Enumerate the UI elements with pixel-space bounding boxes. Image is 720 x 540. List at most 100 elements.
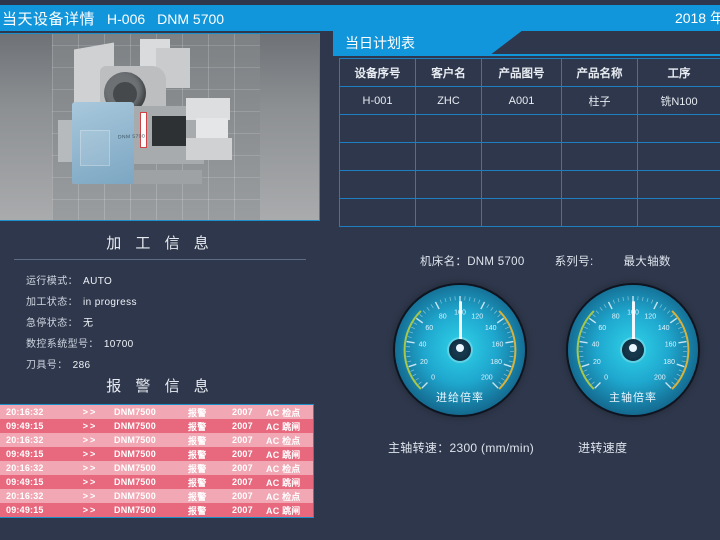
alarm-time: 20:16:32 bbox=[6, 463, 44, 473]
alarm-source: DNM7500 bbox=[114, 421, 156, 431]
alarm-arrow: >> bbox=[82, 505, 98, 515]
page-title: 当天设备详情 bbox=[2, 10, 96, 28]
top-bar-left: 当天设备详情 H-006 DNM 5700 bbox=[2, 8, 224, 29]
alarm-type: 报警 bbox=[188, 435, 207, 446]
alarm-source: DNM7500 bbox=[114, 505, 156, 515]
table-cell bbox=[561, 142, 638, 171]
processing-row: 刀具号： 286 bbox=[0, 353, 320, 374]
alarm-info-panel: 报 警 信 息 20:16:32 >> DNM7500 报警 2007 AC 检点 09:4… bbox=[0, 373, 320, 518]
svg-text:140: 140 bbox=[658, 325, 670, 332]
table-cell: A001 bbox=[481, 86, 562, 115]
gauge-hub bbox=[622, 339, 644, 361]
alarm-code: 2007 bbox=[232, 477, 253, 487]
svg-text:20: 20 bbox=[420, 359, 428, 366]
machine-right-arm bbox=[186, 98, 230, 120]
alarm-message: AC 跳闸 bbox=[266, 477, 301, 488]
alarm-row[interactable]: 20:16:32 >> DNM7500 报警 2007 AC 检点 bbox=[0, 461, 313, 475]
alarm-arrow: >> bbox=[82, 407, 98, 417]
table-row[interactable] bbox=[339, 170, 720, 199]
alarm-type: 报警 bbox=[188, 421, 207, 432]
table-cell bbox=[339, 198, 416, 227]
table-cell bbox=[637, 114, 720, 143]
svg-text:0: 0 bbox=[604, 374, 608, 381]
machine-render-image: DNM 5700 bbox=[0, 33, 320, 221]
processing-value: 无 bbox=[83, 318, 94, 329]
alarm-code: 2007 bbox=[232, 407, 253, 417]
table-row[interactable] bbox=[339, 114, 720, 143]
alarm-row[interactable]: 09:49:15 >> DNM7500 报警 2007 AC 跳闸 bbox=[0, 419, 313, 433]
alarm-row[interactable]: 20:16:32 >> DNM7500 报警 2007 AC 检点 bbox=[0, 489, 313, 503]
svg-text:200: 200 bbox=[654, 374, 666, 381]
processing-divider bbox=[14, 259, 306, 260]
alarm-time: 20:16:32 bbox=[6, 435, 44, 445]
table-cell bbox=[561, 114, 638, 143]
table-cell bbox=[481, 114, 562, 143]
table-cell bbox=[637, 170, 720, 199]
table-cell: H-001 bbox=[339, 86, 416, 115]
table-row[interactable] bbox=[339, 142, 720, 171]
table-cell bbox=[339, 142, 416, 171]
machine-door-panel bbox=[80, 130, 110, 166]
device-model: DNM 5700 bbox=[157, 10, 225, 27]
gauge-needle bbox=[631, 301, 635, 353]
alarm-source: DNM7500 bbox=[114, 463, 156, 473]
table-cell bbox=[637, 142, 720, 171]
svg-text:60: 60 bbox=[598, 325, 606, 332]
alarm-list[interactable]: 20:16:32 >> DNM7500 报警 2007 AC 检点 09:49:15 >> DN… bbox=[0, 404, 314, 518]
alarm-message: AC 跳闸 bbox=[266, 449, 301, 460]
table-cell bbox=[415, 114, 482, 143]
alarm-message: AC 检点 bbox=[266, 435, 301, 446]
left-column: DNM 5700 加 工 信 息 运行模式： AUTO 加工状态： in progr… bbox=[0, 33, 320, 518]
machine-meta-row: 机床名：DNM 5700 系列号: 最大轴数 bbox=[330, 227, 720, 269]
alarm-time: 09:49:15 bbox=[6, 477, 44, 487]
machine-serial-label: 系列号: bbox=[554, 256, 594, 268]
processing-label: 加工状态： bbox=[26, 297, 78, 308]
svg-text:80: 80 bbox=[439, 314, 447, 321]
alarm-type: 报警 bbox=[188, 477, 207, 488]
alarm-row[interactable]: 09:49:15 >> DNM7500 报警 2007 AC 跳闸 bbox=[0, 503, 313, 517]
table-cell: 铣N100 bbox=[637, 86, 720, 115]
processing-label: 急停状态： bbox=[26, 318, 78, 329]
feed-override-gauge[interactable]: 020406080100120140160180200 进给倍率 bbox=[395, 285, 525, 415]
alarm-time: 20:16:32 bbox=[6, 491, 44, 501]
processing-info-title: 加 工 信 息 bbox=[106, 235, 214, 252]
table-cell bbox=[481, 198, 562, 227]
alarm-row[interactable]: 09:49:15 >> DNM7500 报警 2007 AC 跳闸 bbox=[0, 475, 313, 489]
daily-plan-table: 设备序号 客户名 产品图号 产品名称 工序 H-001 ZHC A001 柱子 铣N100 bbox=[339, 58, 720, 227]
table-row[interactable]: H-001 ZHC A001 柱子 铣N100 bbox=[339, 86, 720, 115]
machine-window bbox=[152, 116, 186, 146]
table-cell: ZHC bbox=[415, 86, 482, 115]
processing-row: 数控系统型号： 10700 bbox=[0, 332, 320, 353]
alarm-message: AC 检点 bbox=[266, 463, 301, 474]
alarm-source: DNM7500 bbox=[114, 477, 156, 487]
alarm-arrow: >> bbox=[82, 421, 98, 431]
processing-info-panel: 加 工 信 息 运行模式： AUTO 加工状态： in progress 急停状态：… bbox=[0, 221, 320, 373]
table-cell bbox=[481, 170, 562, 199]
processing-value: in progress bbox=[83, 297, 137, 308]
alarm-code: 2007 bbox=[232, 505, 253, 515]
machine-axis-label: 最大轴数 bbox=[623, 256, 671, 268]
machine-door-label: DNM 5700 bbox=[117, 133, 146, 141]
processing-value: AUTO bbox=[83, 276, 113, 287]
alarm-row[interactable]: 20:16:32 >> DNM7500 报警 2007 AC 检点 bbox=[0, 405, 313, 419]
alarm-arrow: >> bbox=[82, 477, 98, 487]
machine-door bbox=[72, 102, 134, 184]
tab-daily-plan[interactable]: 当日计划表 bbox=[333, 30, 523, 56]
machine-right-lower bbox=[186, 138, 232, 160]
svg-text:40: 40 bbox=[592, 342, 600, 349]
alarm-code: 2007 bbox=[232, 449, 253, 459]
alarm-row[interactable]: 09:49:15 >> DNM7500 报警 2007 AC 跳闸 bbox=[0, 447, 313, 461]
alarm-message: AC 跳闸 bbox=[266, 505, 301, 516]
svg-text:180: 180 bbox=[490, 359, 502, 366]
table-cell bbox=[481, 142, 562, 171]
date-label: 2018 年 bbox=[674, 10, 720, 26]
table-row[interactable] bbox=[339, 198, 720, 227]
svg-text:200: 200 bbox=[481, 374, 493, 381]
processing-row: 运行模式： AUTO bbox=[0, 269, 320, 290]
processing-rows: 运行模式： AUTO 加工状态： in progress 急停状态： 无 数控系统型号… bbox=[0, 269, 320, 374]
spindle-override-gauge[interactable]: 020406080100120140160180200 主轴倍率 bbox=[568, 285, 698, 415]
gauge-needle bbox=[458, 301, 462, 353]
spindle-speed-value: 主轴转速：2300 (mm/min) bbox=[388, 441, 535, 455]
alarm-row[interactable]: 20:16:32 >> DNM7500 报警 2007 AC 检点 bbox=[0, 433, 313, 447]
